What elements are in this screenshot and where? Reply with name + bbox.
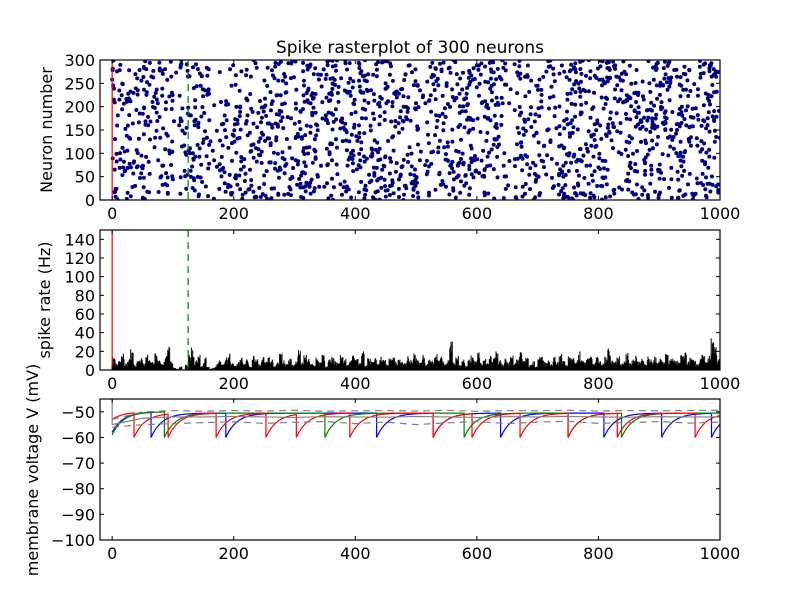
y-tick-label: −60 [61, 428, 95, 447]
raster-ylabel: Neuron number [37, 67, 56, 193]
voltage-trace-mean-plus-std [112, 409, 720, 421]
x-tick-label: 1000 [700, 204, 741, 223]
voltage-trace-mean [112, 415, 720, 426]
rate-ylabel: spike rate (Hz) [35, 241, 54, 358]
y-tick-label: 200 [64, 98, 95, 117]
y-tick-label: 150 [64, 121, 95, 140]
raster-title: Spike rasterplot of 300 neurons [276, 38, 544, 58]
x-tick-label: 400 [340, 374, 371, 393]
x-tick-label: 600 [462, 204, 493, 223]
y-tick-label: 120 [64, 249, 95, 268]
y-tick-label: 80 [75, 286, 95, 305]
y-tick-label: 20 [75, 342, 95, 361]
y-tick-label: −100 [51, 531, 95, 550]
y-tick-label: 0 [85, 191, 95, 210]
y-tick-label: 100 [64, 144, 95, 163]
x-tick-label: 1000 [700, 374, 741, 393]
voltage-trace-mean---std [112, 420, 720, 428]
x-tick-label: 200 [218, 544, 249, 563]
x-tick-label: 800 [583, 374, 614, 393]
x-tick-label: 800 [583, 204, 614, 223]
x-tick-label: 400 [340, 544, 371, 563]
x-tick-label: 1000 [700, 544, 741, 563]
axes-frame [99, 398, 721, 541]
y-tick-label: −80 [61, 480, 95, 499]
y-tick-label: 100 [64, 268, 95, 287]
x-tick-label: 200 [218, 204, 249, 223]
x-tick-label: 0 [107, 204, 117, 223]
plot-area [111, 230, 720, 370]
rate-histogram [111, 338, 720, 370]
y-tick-label: 140 [64, 230, 95, 249]
y-tick-label: 40 [75, 324, 95, 343]
spike-dots [110, 60, 720, 200]
x-tick-label: 600 [462, 374, 493, 393]
plot-area [110, 60, 720, 200]
voltage-trace-neuron-C [111, 412, 720, 438]
voltage-ylabel: membrane voltage V (mV) [23, 364, 42, 577]
raster-plot-panel: 0 200 400 600 800 1000 0 50 100 150 200 250 300 [64, 51, 740, 223]
y-tick-label: 60 [75, 305, 95, 324]
x-tick-label: 0 [107, 544, 117, 563]
x-tick-label: 600 [462, 544, 493, 563]
y-tick-label: 250 [64, 74, 95, 93]
y-tick-label: −50 [61, 403, 95, 422]
x-tick-label: 0 [107, 374, 117, 393]
membrane-voltage-panel: 0 200 400 600 800 1000 −100 −90 −80 −70 −60 −50 [51, 398, 741, 563]
axes-frame [99, 229, 721, 371]
x-tick-label: 200 [218, 374, 249, 393]
y-tick-label: 300 [64, 51, 95, 70]
x-tick-label: 800 [583, 544, 614, 563]
x-tick-label: 400 [340, 204, 371, 223]
plot-area [111, 399, 720, 438]
y-tick-label: −90 [61, 505, 95, 524]
y-tick-label: −70 [61, 454, 95, 473]
y-tick-label: 0 [85, 361, 95, 380]
y-tick-label: 50 [75, 168, 95, 187]
